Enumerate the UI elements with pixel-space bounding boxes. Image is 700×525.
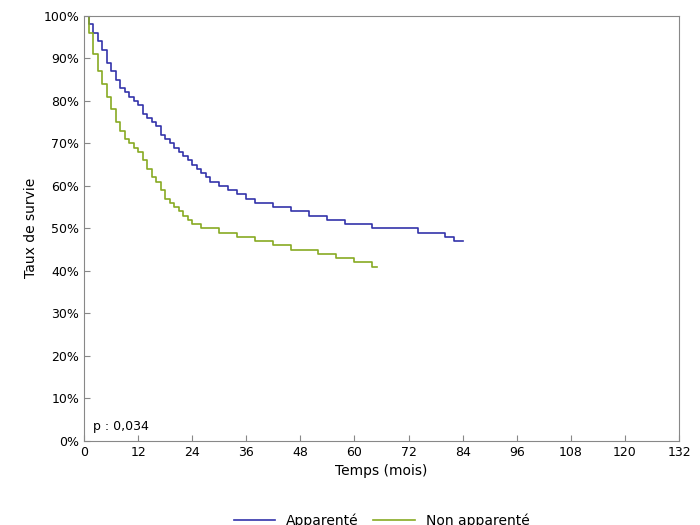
Non apparenté [84, 29, 92, 36]
Non apparenté [120, 136, 129, 142]
Text: p : 0,034: p : 0,034 [93, 421, 149, 433]
Non apparenté [242, 234, 251, 240]
Legend: Apparenté, Non apparenté: Apparenté, Non apparenté [228, 508, 535, 525]
Apparenté [449, 238, 458, 244]
Apparenté [305, 213, 314, 219]
Y-axis label: Taux de survie: Taux de survie [24, 178, 38, 278]
Non apparenté [332, 255, 341, 261]
Non apparenté [148, 174, 156, 181]
Non apparenté [224, 229, 232, 236]
Non apparenté [152, 178, 160, 185]
Non apparenté [323, 251, 332, 257]
Non apparenté [341, 255, 349, 261]
Non apparenté [215, 229, 223, 236]
Non apparenté [314, 251, 323, 257]
Non apparenté [139, 157, 147, 163]
Non apparenté [93, 68, 102, 74]
Non apparenté [197, 225, 205, 232]
Non apparenté [260, 238, 269, 244]
Non apparenté [278, 242, 286, 248]
X-axis label: Temps (mois): Temps (mois) [335, 465, 428, 478]
Non apparenté [134, 149, 142, 155]
Non apparenté [174, 208, 183, 215]
Apparenté [458, 238, 467, 244]
Line: Apparenté: Apparenté [84, 16, 463, 241]
Non apparenté [179, 213, 188, 219]
Line: Non apparenté: Non apparenté [84, 16, 377, 267]
Non apparenté [89, 51, 97, 57]
Non apparenté [130, 144, 138, 151]
Non apparenté [161, 195, 169, 202]
Non apparenté [251, 238, 260, 244]
Non apparenté [80, 13, 88, 19]
Non apparenté [305, 247, 314, 253]
Non apparenté [102, 93, 111, 100]
Non apparenté [269, 242, 277, 248]
Apparenté [93, 38, 102, 45]
Apparenté [148, 119, 156, 125]
Apparenté [188, 162, 197, 168]
Non apparenté [170, 204, 178, 210]
Non apparenté [359, 259, 368, 266]
Non apparenté [373, 264, 382, 270]
Apparenté [89, 29, 97, 36]
Non apparenté [233, 234, 242, 240]
Non apparenté [296, 247, 304, 253]
Non apparenté [98, 81, 106, 87]
Non apparenté [107, 106, 116, 112]
Non apparenté [125, 140, 133, 146]
Apparenté [296, 208, 304, 215]
Non apparenté [183, 217, 192, 223]
Non apparenté [350, 259, 358, 266]
Non apparenté [287, 247, 295, 253]
Non apparenté [143, 166, 151, 172]
Non apparenté [156, 187, 164, 193]
Non apparenté [206, 225, 214, 232]
Non apparenté [165, 200, 174, 206]
Non apparenté [368, 264, 377, 270]
Non apparenté [116, 128, 125, 134]
Non apparenté [111, 119, 120, 125]
Apparenté [80, 13, 88, 19]
Non apparenté [188, 221, 197, 227]
